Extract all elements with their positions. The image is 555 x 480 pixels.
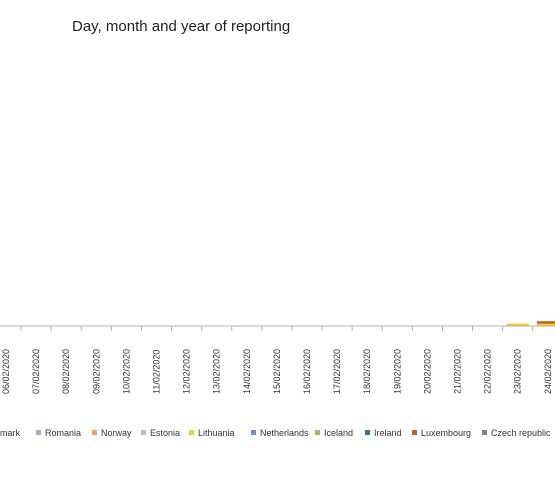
legend-swatch	[482, 430, 487, 435]
x-tick-label: 20/02/2020	[422, 349, 432, 394]
legend-swatch	[412, 430, 417, 435]
x-tick-label: 09/02/2020	[91, 349, 101, 394]
legend-label: Luxembourg	[421, 428, 472, 438]
x-tick-label: 06/02/2020	[1, 349, 11, 394]
legend-swatch	[92, 430, 97, 435]
x-tick-label: 13/02/2020	[212, 349, 222, 394]
bar-lithuania	[536, 323, 555, 326]
x-tick-label: 23/02/2020	[513, 349, 523, 394]
bar-lithuania	[506, 323, 529, 326]
legend-label: Ireland	[374, 428, 402, 438]
x-tick-label: 18/02/2020	[362, 349, 372, 394]
legend-item: Lithuania	[189, 428, 235, 438]
x-tick-label: 17/02/2020	[332, 349, 342, 394]
legend-swatch	[315, 430, 320, 435]
legend-swatch	[365, 430, 370, 435]
x-tick-label: 10/02/2020	[121, 349, 131, 394]
x-tick-label: 07/02/2020	[31, 349, 41, 394]
legend-label: Iceland	[324, 428, 354, 438]
legend-item: Czech republic	[482, 428, 551, 438]
x-tick-label: 19/02/2020	[392, 349, 402, 394]
legend-item: Netherlands	[251, 428, 309, 438]
legend-swatch	[189, 430, 194, 435]
bars-layer	[506, 321, 555, 326]
legend-item: Ireland	[365, 428, 402, 438]
legend-label: Czech republic	[491, 428, 551, 438]
x-axis: 06/02/2020 07/02/2020 08/02/2020 09/02/2020…	[0, 325, 555, 394]
x-tick-label: 15/02/2020	[272, 349, 282, 394]
legend-item: nmark	[0, 428, 20, 438]
legend-swatch	[36, 430, 41, 435]
legend-label: Netherlands	[260, 428, 309, 438]
x-tick-label: 16/02/2020	[302, 349, 312, 394]
x-tick-label: 21/02/2020	[453, 349, 463, 394]
legend-item: Estonia	[141, 428, 180, 438]
legend-label: Norway	[101, 428, 132, 438]
legend-item: Romania	[36, 428, 81, 438]
chart-title: Day, month and year of reporting	[72, 18, 291, 35]
legend-label: Lithuania	[198, 428, 235, 438]
x-tick-label: 14/02/2020	[242, 349, 252, 394]
legend-swatch	[251, 430, 256, 435]
x-tick-label: 22/02/2020	[483, 349, 493, 394]
legend-item: Iceland	[315, 428, 353, 438]
legend-item: Norway	[92, 428, 132, 438]
legend-label: Romania	[45, 428, 82, 438]
bar-luxembourg	[536, 321, 555, 324]
legend-swatch	[141, 430, 146, 435]
x-tick-label: 12/02/2020	[182, 349, 192, 394]
legend-label: Estonia	[150, 428, 181, 438]
x-tick-label: 08/02/2020	[61, 349, 71, 394]
legend: nmark Romania Norway Estonia Lithuania Nether…	[0, 428, 555, 442]
legend-label: nmark	[0, 428, 21, 438]
x-tick-label: 24/02/2020	[543, 349, 553, 394]
x-tick-label: 11/02/2020	[152, 350, 162, 394]
legend-item: Luxembourg	[412, 428, 471, 438]
